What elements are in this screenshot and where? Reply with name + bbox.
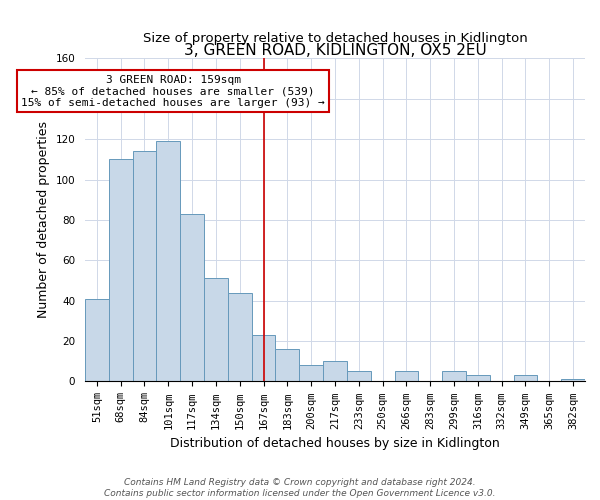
Text: Size of property relative to detached houses in Kidlington: Size of property relative to detached ho… (143, 32, 527, 46)
Bar (347, 372, 371, 382)
Bar (323, 362, 347, 382)
Bar (204, 278, 228, 382)
Text: Contains HM Land Registry data © Crown copyright and database right 2024.
Contai: Contains HM Land Registry data © Crown c… (104, 478, 496, 498)
Bar (442, 372, 466, 382)
Y-axis label: Number of detached properties: Number of detached properties (37, 122, 50, 318)
Bar (466, 376, 490, 382)
Text: 3 GREEN ROAD: 159sqm
← 85% of detached houses are smaller (539)
15% of semi-deta: 3 GREEN ROAD: 159sqm ← 85% of detached h… (21, 74, 325, 108)
Bar (299, 366, 323, 382)
Bar (180, 214, 204, 382)
Bar (109, 160, 133, 382)
Bar (514, 376, 538, 382)
Bar (275, 349, 299, 382)
Bar (395, 372, 418, 382)
Bar (85, 298, 109, 382)
Title: 3, GREEN ROAD, KIDLINGTON, OX5 2EU: 3, GREEN ROAD, KIDLINGTON, OX5 2EU (184, 44, 487, 59)
X-axis label: Distribution of detached houses by size in Kidlington: Distribution of detached houses by size … (170, 437, 500, 450)
Bar (133, 152, 157, 382)
Bar (561, 380, 585, 382)
Bar (157, 141, 180, 382)
Bar (228, 292, 251, 382)
Bar (251, 335, 275, 382)
